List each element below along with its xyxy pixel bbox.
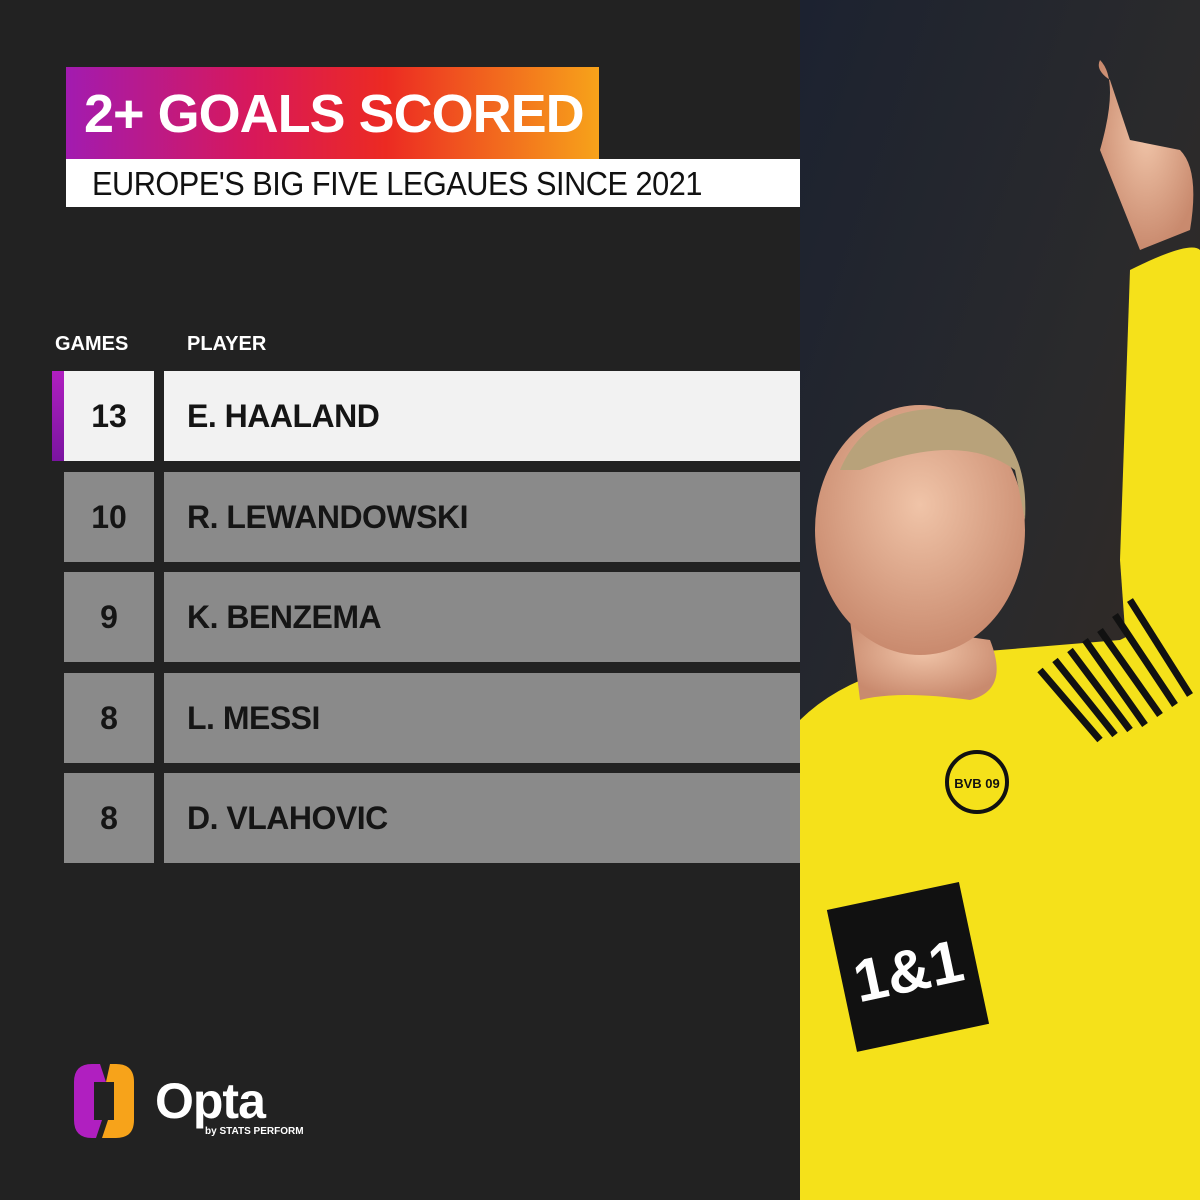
games-cell: 9 bbox=[64, 572, 154, 662]
table-row: 8 D. VLAHOVIC bbox=[64, 773, 800, 863]
column-header-games: GAMES bbox=[55, 333, 129, 355]
highlight-accent bbox=[52, 371, 64, 461]
opta-logo-icon bbox=[74, 1064, 134, 1138]
table-row: 9 K. BENZEMA bbox=[64, 572, 800, 662]
bvb-badge bbox=[945, 750, 1009, 814]
player-cell: L. MESSI bbox=[164, 673, 800, 763]
player-photo: BVB 09 1&1 bbox=[800, 0, 1200, 1200]
page-subtitle: EUROPE'S BIG FIVE LEGAUES SINCE 2021 bbox=[92, 165, 702, 202]
title-banner bbox=[66, 67, 599, 159]
player-cell: R. LEWANDOWSKI bbox=[164, 472, 800, 562]
opta-logo-subtext: by STATS PERFORM bbox=[205, 1126, 304, 1137]
club-badge-text: BVB 09 bbox=[954, 776, 1000, 791]
player-cell: D. VLAHOVIC bbox=[164, 773, 800, 863]
games-cell: 8 bbox=[64, 773, 154, 863]
sponsor-patch: 1&1 bbox=[826, 881, 990, 1052]
opta-logo-text: Opta bbox=[155, 1073, 266, 1129]
page-title: 2+ GOALS SCORED bbox=[84, 84, 585, 144]
subtitle-banner bbox=[66, 159, 815, 207]
player-cell: K. BENZEMA bbox=[164, 572, 800, 662]
games-cell: 8 bbox=[64, 673, 154, 763]
column-header-player: PLAYER bbox=[187, 333, 267, 355]
table-row: 13 E. HAALAND bbox=[52, 371, 800, 461]
games-cell: 10 bbox=[64, 472, 154, 562]
table-row: 8 L. MESSI bbox=[64, 673, 800, 763]
table-row: 10 R. LEWANDOWSKI bbox=[64, 472, 800, 562]
games-cell: 13 bbox=[64, 371, 154, 461]
player-cell: E. HAALAND bbox=[164, 371, 800, 461]
